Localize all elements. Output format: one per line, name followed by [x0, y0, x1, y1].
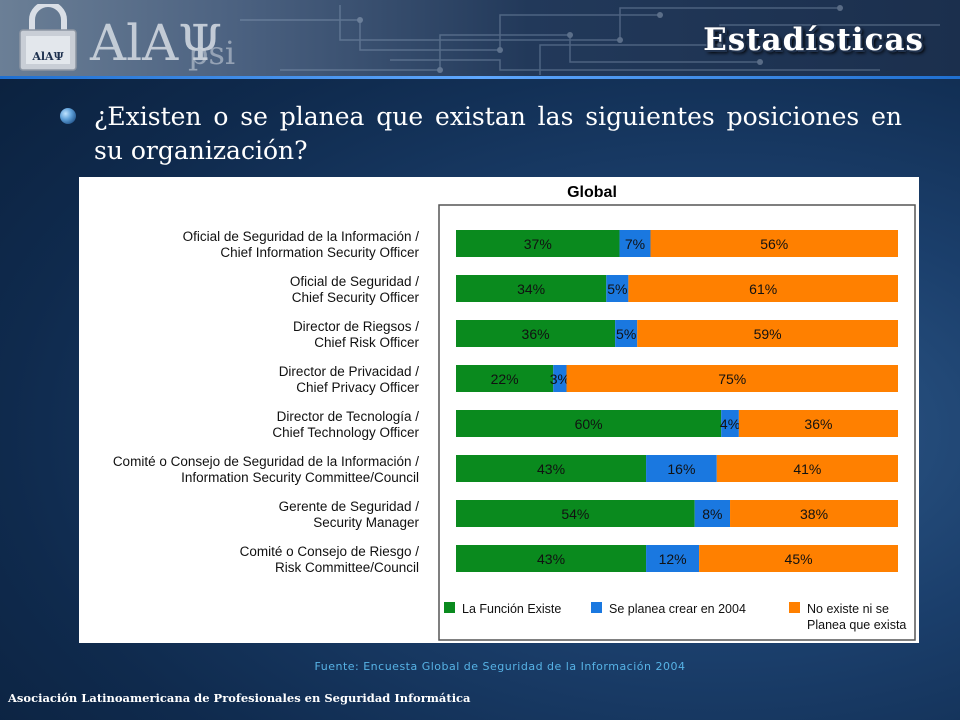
bar-segment	[456, 545, 647, 572]
data-label: 43%	[537, 551, 565, 567]
bar-segment	[619, 230, 651, 257]
bar-segment	[456, 230, 620, 257]
globe-bullet-icon	[60, 108, 76, 124]
category-label: Gerente de Seguridad / Security Manager	[279, 499, 420, 530]
data-label: 22%	[491, 371, 519, 387]
bar-segment	[637, 320, 898, 347]
data-label: 7%	[625, 236, 645, 252]
footer-organization: Asociación Latinoamericana de Profesiona…	[8, 691, 471, 705]
legend-label: No existe ni se Planea que exista	[807, 602, 906, 632]
data-label: 75%	[718, 371, 746, 387]
data-label: 3%	[550, 371, 570, 387]
svg-text:psi: psi	[188, 34, 235, 72]
svg-text:AlAΨ: AlAΨ	[89, 14, 222, 72]
header-divider	[0, 76, 960, 79]
circuit-background	[240, 5, 940, 75]
legend-label: La Función Existe	[462, 602, 561, 616]
data-label: 36%	[804, 416, 832, 432]
bar-segment	[628, 275, 898, 302]
data-label: 34%	[517, 281, 545, 297]
bar-segment	[646, 455, 717, 482]
category-label: Director de Riegsos / Chief Risk Officer	[293, 319, 420, 350]
data-label: 54%	[561, 506, 589, 522]
data-label: 56%	[760, 236, 788, 252]
bar-segment	[699, 545, 898, 572]
category-label: Director de Privacidad / Chief Privacy Of…	[279, 364, 420, 395]
bar-segment	[456, 500, 695, 527]
slide-title: Estadísticas	[703, 22, 924, 58]
alapsi-logo: AlAΨ AlAΨ psi	[10, 1, 240, 74]
bar-segment	[566, 365, 898, 392]
category-label: Oficial de Seguridad de la Información /…	[183, 229, 420, 260]
legend-swatch	[591, 602, 602, 613]
source-note: Fuente: Encuesta Global de Seguridad de …	[314, 660, 686, 673]
data-label: 16%	[667, 461, 695, 477]
data-label: 60%	[575, 416, 603, 432]
category-label: Oficial de Seguridad / Chief Security Off…	[290, 274, 420, 305]
chart-title: Global	[567, 184, 617, 201]
data-label: 4%	[720, 416, 740, 432]
data-label: 38%	[800, 506, 828, 522]
bar-segment	[646, 545, 700, 572]
padlock-icon	[19, 1, 77, 71]
data-label: 41%	[793, 461, 821, 477]
bar-segment	[606, 275, 629, 302]
bar-segment	[456, 410, 722, 437]
bar-segment	[730, 500, 898, 527]
chart-svg: Global Oficial de Seguridad de la Informa…	[113, 184, 916, 641]
data-label: 43%	[537, 461, 565, 477]
bar-segment	[738, 410, 898, 437]
survey-question: ¿Existen o se planea que existan las sig…	[94, 102, 902, 165]
data-label: 5%	[616, 326, 636, 342]
data-label: 37%	[524, 236, 552, 252]
data-label: 61%	[749, 281, 777, 297]
data-label: 12%	[659, 551, 687, 567]
category-label: Comité o Consejo de Seguridad de la Info…	[113, 454, 419, 485]
bar-segment	[721, 410, 739, 437]
stacked-bar-chart: Global Oficial de Seguridad de la Informa…	[79, 177, 919, 643]
data-label: 59%	[754, 326, 782, 342]
legend-swatch	[444, 602, 455, 613]
plot-frame	[438, 204, 916, 641]
bar-segment	[615, 320, 638, 347]
data-label: 5%	[607, 281, 627, 297]
svg-text:AlAΨ: AlAΨ	[31, 50, 63, 63]
data-label: 8%	[702, 506, 722, 522]
bar-segment	[456, 365, 554, 392]
legend-label: Se planea crear en 2004	[609, 602, 746, 616]
bar-segment	[553, 365, 567, 392]
bar-segment	[456, 320, 616, 347]
slide-header: AlAΨ AlAΨ psi Estadísticas	[0, 0, 960, 78]
bar-segment	[716, 455, 898, 482]
bar-segment	[694, 500, 731, 527]
data-label: 45%	[785, 551, 813, 567]
data-label: 36%	[522, 326, 550, 342]
bar-segment	[456, 455, 647, 482]
legend-swatch	[789, 602, 800, 613]
bar-segment	[650, 230, 898, 257]
bar-segment	[456, 275, 607, 302]
category-label: Comité o Consejo de Riesgo / Risk Committ…	[240, 544, 420, 575]
category-label: Director de Tecnología / Chief Technology…	[272, 409, 419, 440]
